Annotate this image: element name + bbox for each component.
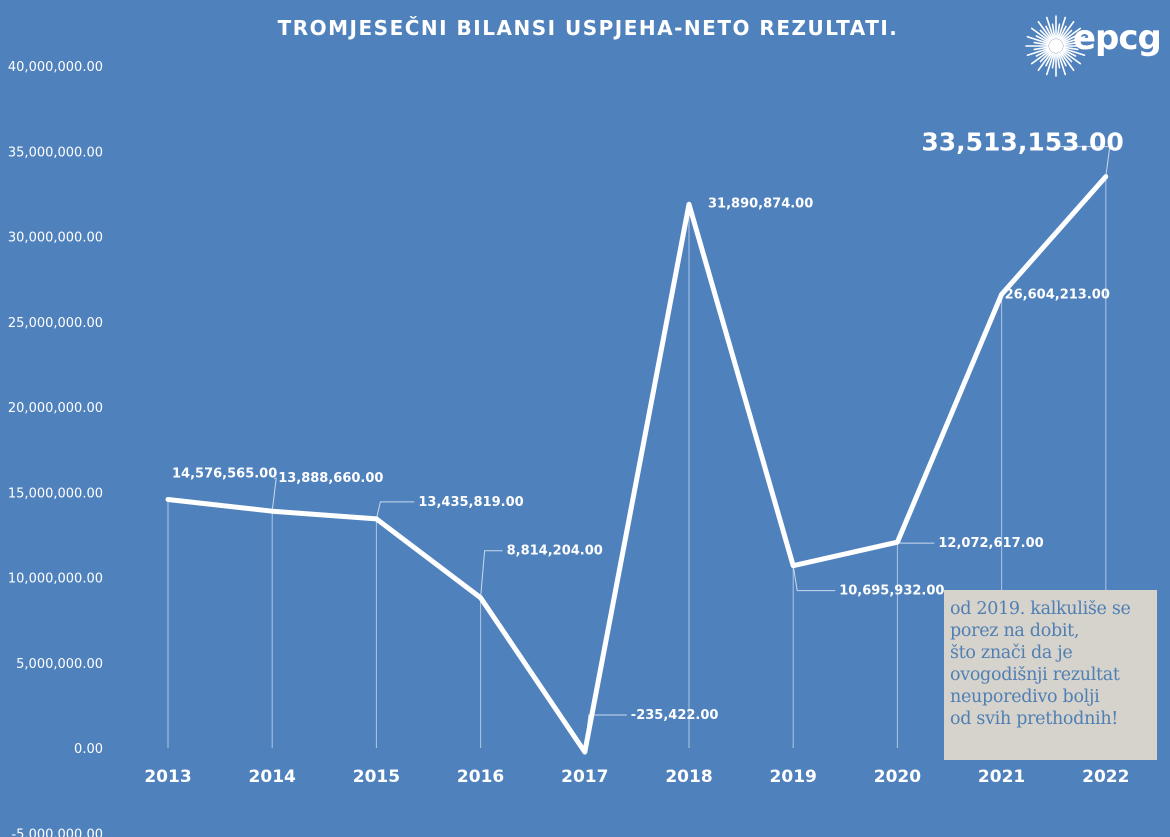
x-tick-label: 2014 <box>249 767 296 787</box>
chart-title: TROMJESEČNI BILANSI USPJEHA-NETO REZULTA… <box>277 16 899 40</box>
x-tick-label: 2016 <box>457 767 504 787</box>
data-label: 26,604,213.00 <box>1005 287 1110 302</box>
y-tick-label: 35,000,000.00 <box>8 145 103 160</box>
y-tick-label: 15,000,000.00 <box>8 486 103 501</box>
sun-ray <box>1045 52 1054 67</box>
sun-ray <box>1056 53 1061 69</box>
data-label: 13,435,819.00 <box>418 495 523 510</box>
sun-ray <box>1063 41 1079 46</box>
sun-ray <box>1030 27 1051 43</box>
data-label: -235,422.00 <box>631 708 719 723</box>
sun-ray <box>1063 46 1079 51</box>
sun-ray <box>1026 47 1050 57</box>
sun-ray <box>1056 23 1061 39</box>
sun-ray <box>1033 46 1049 51</box>
x-axis-ticks: 2013 2014 2015 2016 2017 2018 2019 2020 2021 2022 <box>144 767 1129 787</box>
x-tick-label: 2017 <box>561 767 608 787</box>
x-tick-label: 2019 <box>770 767 817 787</box>
logo-text: epcg <box>1073 18 1162 58</box>
sun-ray <box>1061 27 1082 43</box>
sun-ray <box>1059 20 1075 41</box>
sun-ray <box>1062 47 1086 57</box>
data-labels: 14,576,565.00 13,888,660.00 13,435,819.00 8… <box>172 128 1124 723</box>
y-tick-label: 30,000,000.00 <box>8 231 103 246</box>
series-line <box>165 174 1109 755</box>
sun-ray <box>1062 35 1086 45</box>
note-box: od 2019. kalkuliše se porez na dobit, št… <box>944 590 1157 760</box>
sun-ray <box>1058 25 1067 40</box>
y-tick-label: 5,000,000.00 <box>16 657 103 672</box>
sun-ray <box>1057 16 1067 40</box>
sunburst-icon <box>1025 15 1087 77</box>
sun-ray <box>1030 49 1051 65</box>
sun-ray <box>1037 51 1053 72</box>
sun-ray <box>1062 48 1077 57</box>
y-tick-label: 0.00 <box>74 742 103 757</box>
y-tick-label: 25,000,000.00 <box>8 316 103 331</box>
x-tick-label: 2022 <box>1082 767 1129 787</box>
sun-ray <box>1045 25 1054 40</box>
y-axis-ticks: -5,000,000.00 0.00 5,000,000.00 10,000,000.… <box>8 60 103 837</box>
leader-line <box>897 541 935 544</box>
y-tick-label: 40,000,000.00 <box>8 60 103 75</box>
sun-ray <box>1035 35 1050 44</box>
sun-core <box>1049 39 1063 53</box>
epcg-logo <box>1025 15 1087 77</box>
data-label: 10,695,932.00 <box>839 584 944 599</box>
sun-ray <box>1058 52 1067 67</box>
sun-ray <box>1059 51 1075 72</box>
x-tick-label: 2021 <box>978 767 1025 787</box>
sun-ray <box>1037 20 1053 41</box>
data-label: 12,072,617.00 <box>938 536 1043 551</box>
sun-ray <box>1026 35 1050 45</box>
data-label: 14,576,565.00 <box>172 466 277 481</box>
sun-ray <box>1062 35 1077 44</box>
sun-ray <box>1061 49 1082 65</box>
note-text: od 2019. kalkuliše se porez na dobit, št… <box>950 599 1131 729</box>
sun-ray <box>1045 16 1055 40</box>
leader-line <box>271 477 277 512</box>
leader-line <box>375 501 415 520</box>
sun-ray <box>1035 48 1050 57</box>
y-tick-label: -5,000,000.00 <box>11 827 103 837</box>
data-label: 31,890,874.00 <box>708 196 813 211</box>
leader-line <box>480 550 503 598</box>
sun-ray <box>1039 50 1052 63</box>
x-tick-label: 2020 <box>874 767 921 787</box>
data-label: 8,814,204.00 <box>507 544 603 559</box>
x-tick-label: 2018 <box>665 767 712 787</box>
sun-ray <box>1060 50 1073 63</box>
sun-ray <box>1033 41 1049 46</box>
x-tick-label: 2013 <box>144 767 191 787</box>
sun-ray <box>1060 29 1073 42</box>
leader-line <box>1053 146 1111 177</box>
sun-ray <box>1051 53 1056 69</box>
x-tick-label: 2015 <box>353 767 400 787</box>
sun-ray <box>1039 29 1052 42</box>
sun-ray <box>1051 23 1056 39</box>
sun-ray <box>1045 52 1055 76</box>
sun-ray <box>1057 52 1067 76</box>
y-tick-label: 10,000,000.00 <box>8 572 103 587</box>
leader-line <box>792 565 836 592</box>
y-tick-label: 20,000,000.00 <box>8 401 103 416</box>
data-label: 33,513,153.00 <box>921 128 1123 157</box>
data-label: 13,888,660.00 <box>278 471 383 486</box>
